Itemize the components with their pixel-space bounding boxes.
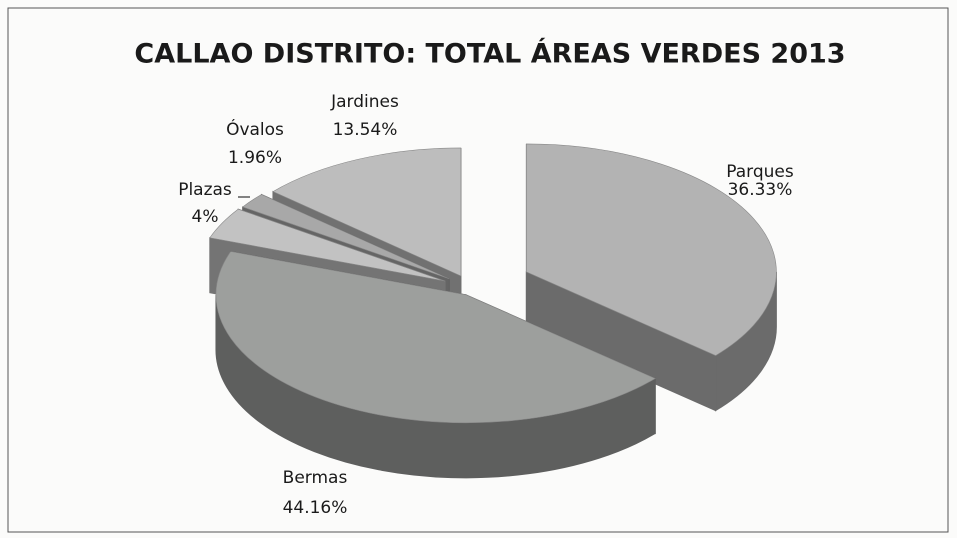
chart-frame bbox=[7, 7, 949, 533]
slice-label: Bermas bbox=[283, 468, 348, 488]
slice-label: Plazas bbox=[178, 180, 232, 200]
slice-value-label: 1.96% bbox=[228, 148, 282, 168]
slice-value-label: 4% bbox=[192, 207, 219, 227]
chart-title: CALLAO DISTRITO: TOTAL ÁREAS VERDES 2013 bbox=[134, 38, 845, 70]
slice-label: Parques bbox=[726, 162, 794, 182]
slice-value-label: 44.16% bbox=[283, 498, 348, 518]
slice-top bbox=[215, 251, 656, 424]
slice-top bbox=[272, 147, 462, 277]
slice-value-label: 13.54% bbox=[333, 120, 398, 140]
slice-value-label: 36.33% bbox=[728, 180, 793, 200]
slice-top bbox=[526, 143, 777, 356]
slice-label: Jardines bbox=[330, 92, 399, 112]
slice bbox=[215, 250, 656, 479]
slice-top bbox=[242, 194, 450, 280]
slice bbox=[525, 143, 777, 412]
slice-label: Óvalos bbox=[226, 118, 284, 140]
slice-top bbox=[209, 208, 446, 282]
